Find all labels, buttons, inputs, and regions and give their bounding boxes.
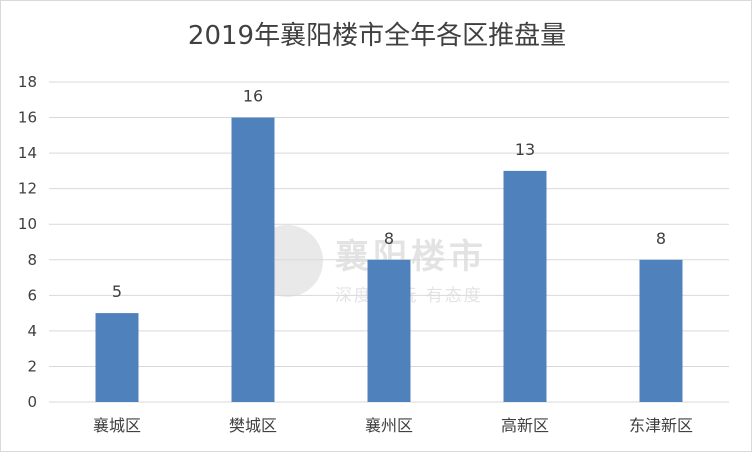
bar: [639, 259, 683, 402]
data-label: 13: [515, 140, 535, 159]
data-label: 16: [243, 87, 263, 106]
y-tick-label: 4: [27, 322, 37, 340]
y-tick-label: 12: [18, 180, 37, 198]
category-label: 襄城区: [93, 416, 141, 435]
y-axis-ticks: 0 2 4 6 8 10 12 14 16 18: [18, 73, 37, 411]
data-label: 8: [656, 229, 666, 248]
y-tick-label: 2: [27, 357, 37, 375]
y-tick-label: 6: [27, 286, 37, 304]
category-label: 樊城区: [229, 416, 277, 435]
bar: [503, 170, 547, 402]
y-tick-label: 18: [18, 73, 37, 91]
y-tick-label: 14: [18, 144, 37, 162]
chart-title: 2019年襄阳楼市全年各区推盘量: [187, 21, 567, 51]
bar: [95, 313, 139, 402]
data-label: 5: [112, 282, 122, 301]
bar: [231, 117, 275, 403]
y-tick-label: 16: [18, 109, 37, 127]
y-tick-label: 8: [27, 251, 37, 269]
data-labels: 5 16 8 13 8: [112, 87, 666, 302]
bars: [95, 117, 683, 403]
y-tick-label: 0: [27, 393, 37, 411]
x-axis-categories: 襄城区 樊城区 襄州区 高新区 东津新区: [93, 416, 693, 435]
data-label: 8: [384, 229, 394, 248]
category-label: 高新区: [501, 416, 549, 435]
y-tick-label: 10: [18, 215, 37, 233]
category-label: 东津新区: [629, 416, 693, 435]
category-label: 襄州区: [365, 416, 413, 435]
bar: [367, 259, 411, 402]
